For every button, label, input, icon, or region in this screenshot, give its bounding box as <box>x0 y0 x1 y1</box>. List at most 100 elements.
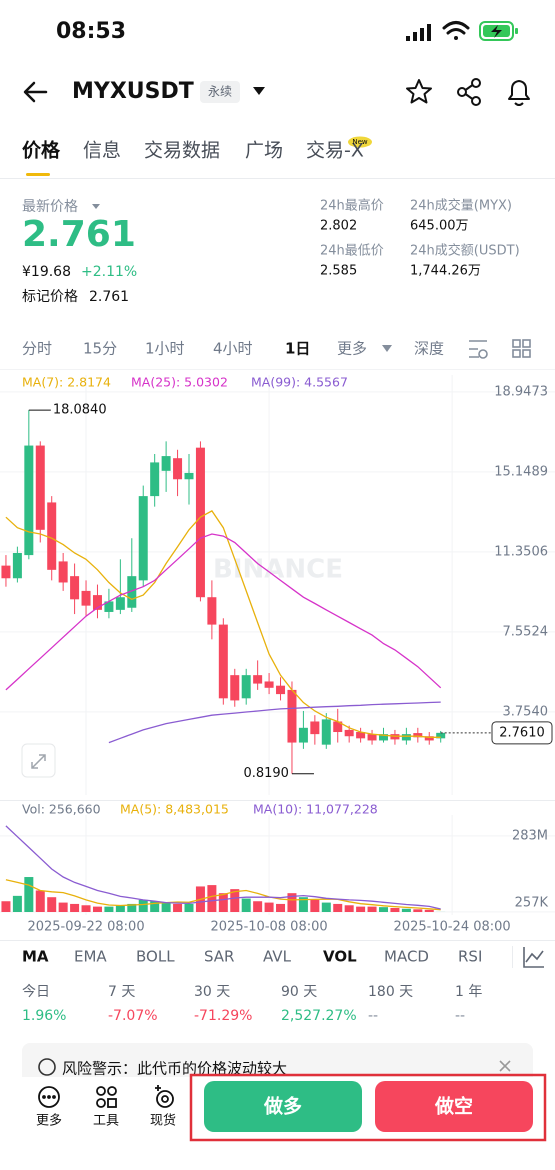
candle-body <box>70 576 80 600</box>
dropdown-arrow[interactable] <box>253 87 265 95</box>
y-tick-label: 283M <box>512 828 548 843</box>
candle-body <box>58 561 68 583</box>
more-icon[interactable] <box>38 1086 60 1108</box>
interval-tab[interactable]: 1小时 <box>145 340 185 358</box>
stat-value: 645.00万 <box>410 219 469 234</box>
candle-body <box>436 732 446 739</box>
tab[interactable]: 信息 <box>83 140 121 162</box>
volume-bar <box>253 901 263 912</box>
candle-body <box>115 597 125 610</box>
stat-label: 24h最低价 <box>320 244 384 259</box>
candle-body <box>230 675 240 701</box>
period-label: 1 年 <box>455 984 482 1000</box>
candle-body <box>344 729 354 737</box>
last-price-box <box>491 721 553 745</box>
badge-bg <box>200 81 240 103</box>
candle-body <box>24 445 34 556</box>
tab[interactable]: 交易-X <box>306 140 364 162</box>
legend-entry: Vol: 256,660 <box>22 802 101 817</box>
period-change: -- <box>368 1008 378 1024</box>
interval-tab[interactable]: 1日 <box>285 340 310 358</box>
volume-bar <box>35 890 45 912</box>
layout-icon[interactable] <box>512 339 531 358</box>
candle-body <box>173 458 183 480</box>
spot-icon[interactable] <box>155 1085 174 1108</box>
candle-body <box>276 685 286 695</box>
more-dropdown[interactable] <box>382 345 392 352</box>
risk-notice: 风险警示：此代币的价格波动较大 <box>62 1060 287 1078</box>
interval-tab[interactable]: 15分 <box>83 340 117 358</box>
divider <box>0 369 555 370</box>
tab[interactable]: 交易数据 <box>144 140 220 162</box>
volume-bar <box>356 906 366 912</box>
stat-label: 24h最高价 <box>320 198 384 214</box>
price-dropdown[interactable] <box>92 204 100 209</box>
toolbar-label[interactable]: 现货 <box>150 1113 176 1129</box>
toolbar-label[interactable]: 工具 <box>93 1114 119 1129</box>
tab[interactable]: 价格 <box>22 139 61 162</box>
close-notice[interactable] <box>499 1060 511 1072</box>
alert-button[interactable] <box>508 80 530 106</box>
divider <box>512 946 513 968</box>
ma-line <box>5 879 441 911</box>
indicator-settings[interactable] <box>523 947 544 968</box>
volume-bar <box>413 909 423 912</box>
back-button[interactable] <box>23 81 48 103</box>
new-badge: New <box>352 138 368 146</box>
divider <box>0 940 555 941</box>
volume-bar <box>70 903 80 912</box>
ma-line <box>5 533 442 691</box>
volume-bar <box>298 897 308 912</box>
favorite-button[interactable] <box>406 79 432 104</box>
indicator-tab[interactable]: RSI <box>458 948 482 966</box>
settings-icon[interactable] <box>469 340 488 359</box>
interval-tab[interactable]: 更多 <box>337 340 367 358</box>
toolbar-label[interactable]: 更多 <box>36 1113 62 1129</box>
tab[interactable]: 广场 <box>245 140 283 162</box>
tools-icon[interactable] <box>96 1086 117 1108</box>
candle-body <box>1 565 11 579</box>
status-time: 08:53 <box>56 19 126 44</box>
candle-body <box>310 721 320 735</box>
interval-tab[interactable]: 4小时 <box>213 340 253 358</box>
period-label: 今日 <box>22 984 50 1000</box>
divider <box>0 178 555 179</box>
signal-icon <box>406 24 431 41</box>
candle-body <box>401 734 411 741</box>
indicator-tab[interactable]: BOLL <box>136 948 175 966</box>
volume-bar <box>333 903 343 912</box>
price-change: +2.11% <box>81 264 137 280</box>
volume-bar <box>218 893 228 912</box>
candle-body <box>184 472 194 480</box>
indicator-tab[interactable]: MA <box>22 948 49 966</box>
indicator-tab[interactable]: AVL <box>263 948 292 966</box>
indicator-tab[interactable]: EMA <box>74 948 107 966</box>
chart-layer: BINANCE 18.9473 15.1489 11.3506 7.5524 3.7540… <box>0 375 555 935</box>
candle-body <box>241 675 251 699</box>
share-button[interactable] <box>457 78 481 106</box>
interval-tab[interactable]: 深度 <box>414 340 444 358</box>
short-button[interactable] <box>375 1081 533 1132</box>
expand-button[interactable] <box>21 743 56 778</box>
volume-bar <box>24 877 34 912</box>
candle-body <box>47 502 57 570</box>
candle-body <box>35 445 45 530</box>
indicator-tab[interactable]: MACD <box>384 948 429 966</box>
volume-bar <box>401 908 411 912</box>
interval-tab[interactable]: 分时 <box>22 340 52 358</box>
volume-bar <box>138 899 148 912</box>
indicator-tab[interactable]: VOL <box>323 948 357 966</box>
candle-body <box>81 590 91 606</box>
volume-bar <box>344 905 354 912</box>
divider <box>0 800 555 801</box>
candle-body <box>150 462 160 497</box>
long-button[interactable] <box>204 1081 362 1132</box>
candle-body <box>127 576 137 608</box>
period-change: -7.07% <box>108 1008 158 1024</box>
y-tick-label: 18.9473 <box>494 384 548 399</box>
legend-entry: MA(7): 2.8174 <box>22 375 111 390</box>
stat-label: 24h成交量(MYX) <box>410 198 512 214</box>
candle-body <box>264 681 274 688</box>
volume-bar <box>12 895 22 912</box>
indicator-tab[interactable]: SAR <box>204 948 234 966</box>
